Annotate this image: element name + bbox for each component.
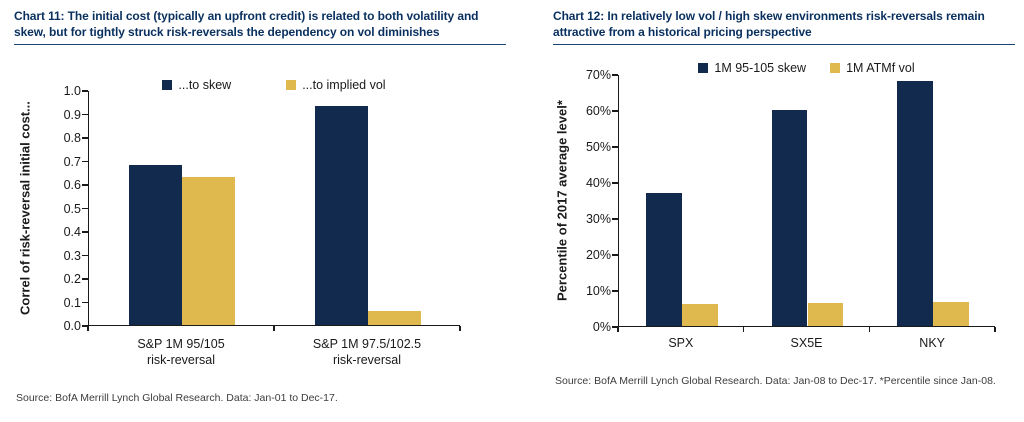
chart-12-source: Source: BofA Merrill Lynch Global Resear… — [555, 375, 996, 387]
y-axis-tick-label: 0.9 — [63, 107, 81, 122]
y-axis-tick-mark — [612, 218, 618, 220]
y-axis-tick-label: 60% — [585, 104, 611, 118]
y-axis-tick-mark — [82, 278, 88, 280]
y-axis-tick-label: 0.3 — [63, 248, 81, 263]
y-axis-tick-label: 0.6 — [63, 178, 81, 192]
legend-label: 1M ATMf vol — [846, 61, 915, 75]
bar-s0-c1 — [314, 106, 368, 325]
y-axis-tick-label: 0.8 — [63, 131, 81, 145]
chart-11-title: Chart 11: The initial cost (typically an… — [14, 8, 506, 45]
y-axis-tick-mark — [82, 325, 88, 327]
bar-s0-c0 — [646, 192, 682, 326]
y-axis-tick-label: 10% — [585, 284, 611, 298]
y-axis-tick-mark — [82, 90, 88, 92]
bar-s1-c0 — [182, 176, 235, 325]
y-axis-tick-label: 0.1 — [63, 295, 81, 310]
x-axis-tick-mark — [459, 326, 461, 331]
legend-label: ...to implied vol — [302, 78, 386, 92]
plot-area — [88, 91, 460, 326]
y-axis-tick-label: 0.5 — [63, 201, 81, 216]
bar-s0-c2 — [897, 81, 934, 326]
legend-swatch-gold — [830, 63, 841, 73]
x-category-label: SPX — [668, 336, 694, 350]
y-axis-tick-label: 0.4 — [63, 225, 81, 239]
x-axis-tick-mark — [617, 327, 619, 332]
y-axis-tick-mark — [612, 110, 618, 112]
legend-swatch-navy — [162, 80, 173, 90]
y-axis-tick-label: 50% — [585, 140, 611, 154]
chart-12-panel: Chart 12: In relatively low vol / high s… — [553, 8, 1015, 414]
y-axis-tick-label: 0.0 — [63, 319, 81, 333]
legend-swatch-navy — [698, 63, 709, 73]
bar-s1-c1 — [368, 310, 421, 325]
y-axis-tick-mark — [612, 254, 618, 256]
y-axis-tick-mark — [82, 301, 88, 304]
y-axis-tick-mark — [612, 290, 618, 292]
chart-11-plot: Correl of risk-reversal initial cost... 0… — [14, 8, 506, 414]
y-axis-tick-mark — [82, 207, 88, 210]
chart-11-source: Source: BofA Merrill Lynch Global Resear… — [16, 392, 338, 404]
x-category-label: S&P 1M 97.5/102.5 risk-reversal — [312, 337, 422, 367]
legend-item: ...to skew — [162, 78, 231, 92]
bar-s0-c1 — [771, 110, 808, 326]
y-axis-tick-mark — [612, 326, 618, 328]
y-axis-tick-mark — [82, 137, 88, 139]
y-axis-tick-mark — [612, 74, 618, 76]
y-axis-tick-mark — [612, 146, 618, 148]
legend-label: 1M 95-105 skew — [714, 61, 807, 75]
y-axis-tick-mark — [82, 184, 88, 186]
plot-area — [618, 75, 995, 327]
y-axis-label: Correl of risk-reversal initial cost... — [17, 101, 33, 316]
legend-item: 1M 95-105 skew — [698, 61, 806, 75]
y-axis-tick-label: 20% — [585, 248, 611, 262]
bar-s0-c0 — [128, 165, 182, 325]
y-axis-tick-label: 40% — [585, 176, 611, 190]
chart-12-plot: Percentile of 2017 average level* 0% 10% 20… — [553, 8, 1015, 414]
y-axis-tick-label: 70% — [585, 68, 611, 82]
y-axis-tick-label: 0.2 — [63, 272, 81, 286]
x-category-label: NKY — [919, 336, 945, 350]
x-axis-tick-mark — [273, 326, 275, 331]
legend-item: 1M ATMf vol — [830, 61, 915, 75]
x-axis-tick-mark — [87, 326, 89, 331]
legend-label: ...to skew — [178, 78, 232, 92]
chart-12-title: Chart 12: In relatively low vol / high s… — [553, 8, 1015, 45]
y-axis-tick-mark — [82, 113, 88, 116]
legend-swatch-gold — [286, 80, 297, 90]
x-axis-tick-mark — [994, 327, 996, 332]
x-axis-tick-mark — [868, 327, 871, 332]
y-axis-tick-mark — [82, 231, 88, 233]
y-axis-tick-label: 0% — [592, 320, 611, 334]
y-axis-tick-mark — [82, 254, 88, 257]
y-axis-tick-label: 1.0 — [63, 84, 81, 98]
legend: ...to skew ...to implied vol — [88, 78, 460, 92]
bar-s1-c0 — [681, 304, 718, 326]
y-axis-tick-mark — [82, 160, 88, 163]
legend: 1M 95-105 skew 1M ATMf vol — [618, 61, 995, 75]
y-axis-tick-mark — [612, 182, 618, 184]
x-category-label: S&P 1M 95/105 risk-reversal — [137, 337, 225, 367]
x-category-label: SX5E — [790, 336, 823, 350]
y-axis-tick-label: 0.7 — [63, 154, 81, 169]
legend-item: ...to implied vol — [286, 78, 386, 92]
y-axis-tick-label: 30% — [585, 212, 611, 226]
x-axis-tick-mark — [742, 327, 745, 332]
bar-s1-c1 — [807, 302, 844, 326]
chart-11-panel: Chart 11: The initial cost (typically an… — [14, 8, 506, 414]
bar-s1-c2 — [933, 301, 969, 326]
